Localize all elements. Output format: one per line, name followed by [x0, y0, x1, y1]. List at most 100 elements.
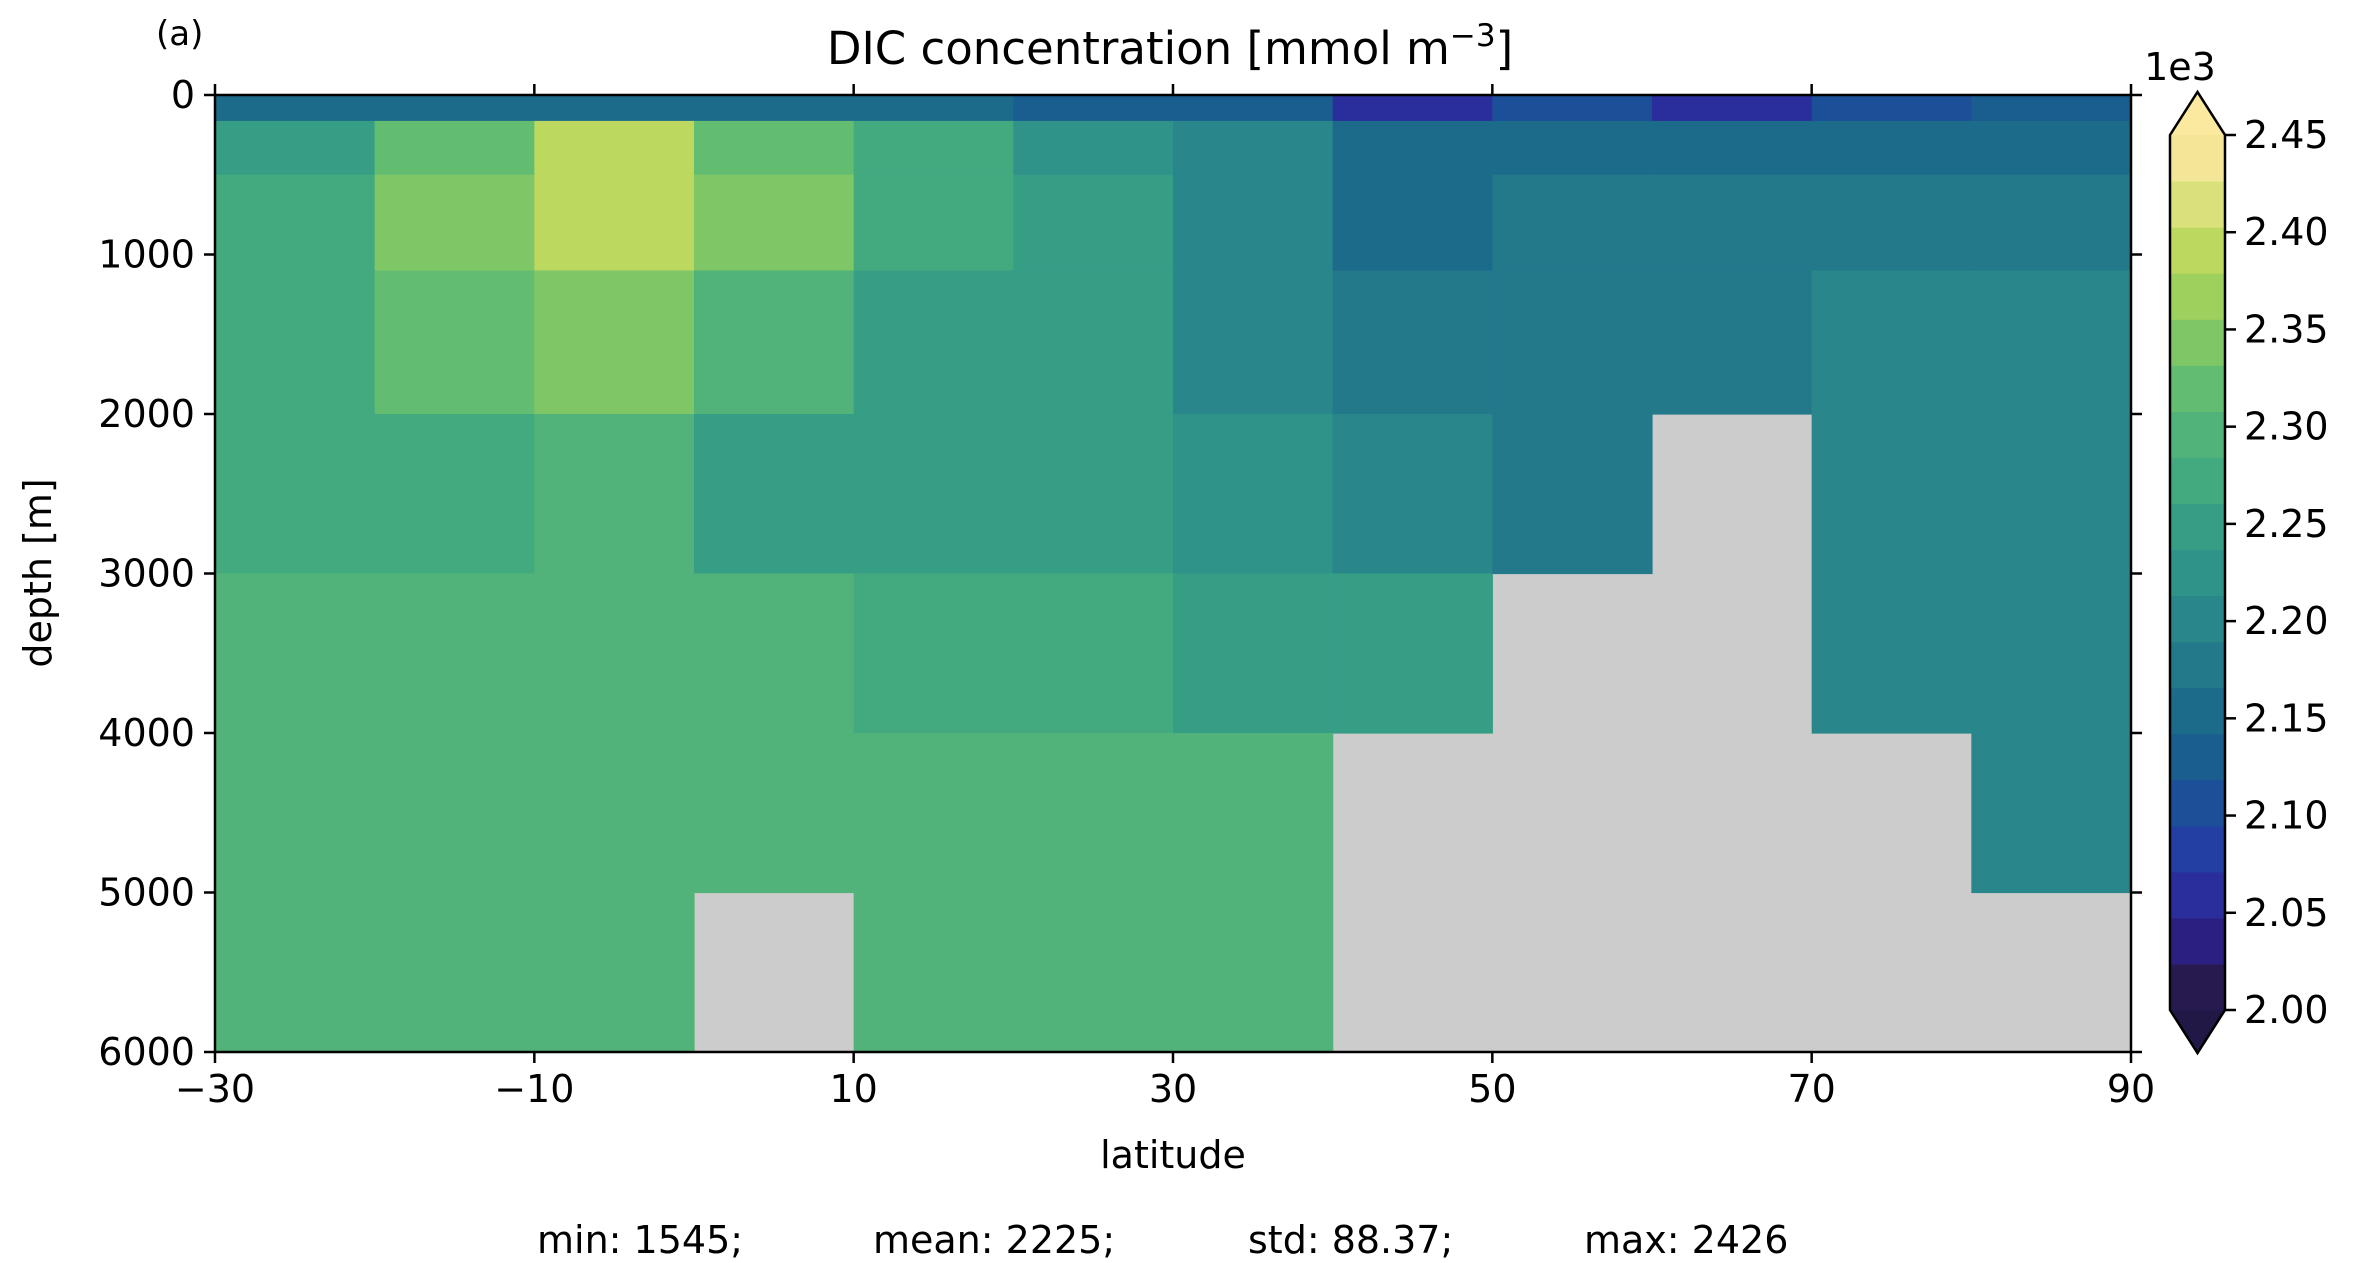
field-cell	[1332, 120, 1493, 176]
field-cell	[1332, 270, 1493, 415]
field-cell	[1013, 174, 1174, 272]
chart-title: DIC concentration [mmol m−3]	[827, 18, 1513, 75]
colorbar-swatch	[2170, 365, 2225, 412]
stat-min: min: 1545;	[537, 1218, 743, 1262]
colorbar-tick-label: 2.35	[2244, 307, 2329, 351]
field-cell	[1332, 174, 1493, 272]
colorbar-tick-label: 2.30	[2244, 405, 2329, 449]
field-cell	[1173, 174, 1334, 272]
colorbar-swatch	[2170, 227, 2225, 274]
y-tick-label: 4000	[98, 711, 195, 755]
field-cell	[374, 270, 535, 415]
field-cell	[1013, 733, 1174, 894]
field-cell	[1013, 892, 1174, 1053]
field-cell	[694, 174, 855, 272]
field-cell	[853, 414, 1014, 575]
colorbar-swatch	[2170, 641, 2225, 689]
colorbar-swatch	[2170, 411, 2225, 458]
chart-title-suffix: ]	[1496, 22, 1514, 75]
field-cell	[1652, 120, 1813, 176]
field-cell	[1013, 95, 1174, 122]
field-cell	[534, 733, 695, 894]
colorbar-tick-label: 2.05	[2244, 891, 2329, 935]
field-cell	[1492, 270, 1653, 415]
field-cell	[1811, 270, 1972, 415]
x-axis: −30 −10 10 30 50 70 90	[175, 84, 2155, 1111]
y-tick-label: 0	[171, 73, 195, 117]
field-cell	[374, 733, 535, 894]
field-cell	[694, 733, 855, 894]
colorbar-swatch	[2170, 779, 2225, 827]
field-cell	[534, 120, 695, 176]
field-cell	[215, 120, 376, 176]
colorbar-swatch	[2170, 963, 2225, 1011]
field-cell	[1971, 270, 2132, 415]
field-cell	[215, 95, 376, 122]
x-tick-label: −10	[494, 1067, 574, 1111]
colorbar-offset-label: 1e3	[2144, 45, 2216, 89]
field-cell	[1652, 174, 1813, 272]
x-tick-label: 50	[1468, 1067, 1516, 1111]
field-cell	[1652, 95, 1813, 122]
colorbar-swatch	[2170, 319, 2225, 366]
field-cell	[1332, 414, 1493, 575]
field-cell	[1811, 414, 1972, 575]
field-cell	[1332, 573, 1493, 734]
y-tick-label: 5000	[98, 871, 195, 915]
field-cell	[1013, 414, 1174, 575]
colorbar-swatch	[2170, 135, 2225, 182]
field-cell	[1332, 95, 1493, 122]
field-cell	[1971, 733, 2132, 894]
dic-field	[215, 95, 2132, 1053]
field-cell	[1173, 120, 1334, 176]
field-cell	[1173, 95, 1334, 122]
field-cell	[853, 95, 1014, 122]
y-axis: 0 1000 2000 3000 4000 5000 6000	[98, 73, 2142, 1074]
stat-max: max: 2426	[1584, 1218, 1788, 1262]
field-cell	[694, 414, 855, 575]
field-cell	[694, 573, 855, 734]
field-cell	[1173, 270, 1334, 415]
field-cell	[1811, 95, 1972, 122]
field-cell	[534, 270, 695, 415]
y-tick-label: 1000	[98, 233, 195, 277]
y-tick-label: 6000	[98, 1030, 195, 1074]
x-tick-label: 10	[829, 1067, 877, 1111]
field-cell	[215, 573, 376, 734]
colorbar-swatch	[2170, 457, 2225, 505]
field-cell	[1173, 733, 1334, 894]
field-cell	[853, 733, 1014, 894]
field-cell	[853, 174, 1014, 272]
field-cell	[853, 573, 1014, 734]
field-cell	[853, 270, 1014, 415]
field-cell	[1173, 414, 1334, 575]
x-tick-label: 70	[1787, 1067, 1835, 1111]
colorbar-tick-label: 2.20	[2244, 599, 2329, 643]
field-cell	[1013, 270, 1174, 415]
y-tick-label: 2000	[98, 392, 195, 436]
field-cell	[1492, 120, 1653, 176]
field-cell	[1492, 414, 1653, 575]
colorbar-swatch	[2170, 503, 2225, 551]
field-cell	[534, 573, 695, 734]
colorbar-tick-label: 2.40	[2244, 210, 2329, 254]
field-cell	[1811, 573, 1972, 734]
field-cell	[1173, 892, 1334, 1053]
colorbar-swatch	[2170, 917, 2225, 965]
field-cell	[215, 174, 376, 272]
field-cell	[1013, 573, 1174, 734]
field-cell	[694, 120, 855, 176]
colorbar-swatch	[2170, 273, 2225, 320]
colorbar-tick-label: 2.10	[2244, 794, 2329, 838]
field-cell	[694, 270, 855, 415]
colorbar-extend-under	[2170, 1010, 2225, 1053]
colorbar-tick-label: 2.25	[2244, 502, 2329, 546]
field-cell	[1173, 573, 1334, 734]
colorbar-swatch	[2170, 825, 2225, 873]
field-cell	[1971, 95, 2132, 122]
field-cell	[534, 174, 695, 272]
field-cell	[853, 120, 1014, 176]
colorbar-swatch	[2170, 181, 2225, 228]
field-cell	[1811, 120, 1972, 176]
